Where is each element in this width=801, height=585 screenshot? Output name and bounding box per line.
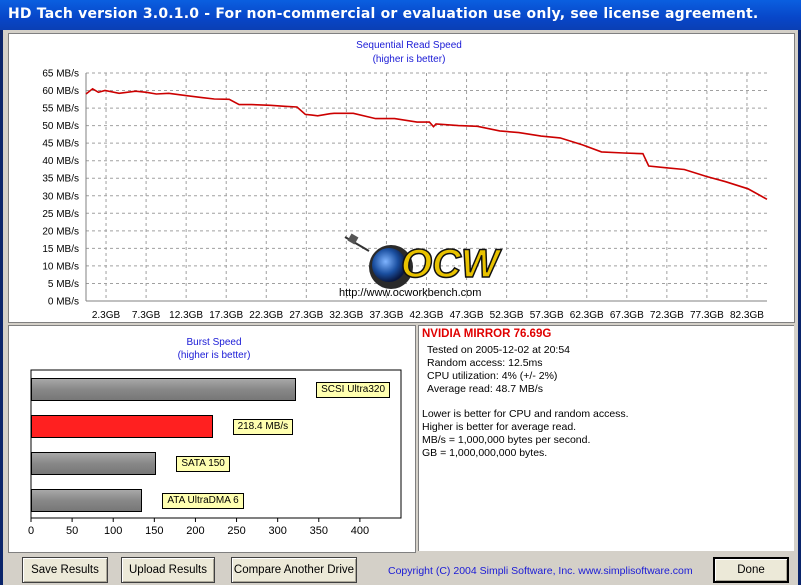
y-tick-label: 20 MB/s — [42, 226, 79, 237]
tested-date: Tested on 2005-12-02 at 20:54 — [427, 344, 571, 356]
read-speed-series-line — [85, 87, 768, 201]
x-tick-label: 52.3GB — [490, 310, 524, 321]
burst-x-tick-label: 400 — [351, 525, 369, 537]
copyright-text: Copyright (C) 2004 Simpli Software, Inc.… — [388, 565, 693, 577]
y-tick-label: 55 MB/s — [42, 104, 79, 115]
sequential-chart: 0 MB/s 5 MB/s 10 MB/s 15 MB/s 20 MB/s 25 MB/s… — [42, 69, 768, 321]
x-tick-label: 72.3GB — [650, 310, 684, 321]
drive-name: NVIDIA MIRROR 76.69G — [422, 328, 552, 340]
y-tick-label: 40 MB/s — [42, 156, 79, 167]
burst-bar-label: ATA UltraDMA 6 — [162, 492, 244, 509]
sequential-chart-subtitle: (higher is better) — [372, 54, 446, 65]
burst-chart-panel: Burst Speed (higher is better) 0 50 100 150… — [8, 325, 416, 553]
random-access-value: Random access: 12.5ms — [427, 357, 543, 369]
burst-bar — [31, 488, 143, 512]
burst-chart-subtitle: (higher is better) — [177, 350, 251, 361]
burst-x-tick-label: 0 — [28, 525, 34, 537]
x-tick-label: 47.3GB — [450, 310, 484, 321]
done-label: Done — [737, 564, 765, 576]
x-tick-label: 42.3GB — [410, 310, 444, 321]
burst-x-tick-label: 50 — [66, 525, 78, 537]
y-tick-label: 5 MB/s — [48, 279, 79, 290]
x-tick-label: 57.3GB — [530, 310, 564, 321]
note-gb: GB = 1,000,000,000 bytes. — [422, 447, 548, 459]
y-tick-label: 0 MB/s — [48, 297, 79, 308]
burst-x-tick-label: 300 — [268, 525, 286, 537]
x-tick-label: 32.3GB — [329, 310, 363, 321]
watermark-url: http://www.ocworkbench.com — [339, 287, 482, 299]
note-cpu: Lower is better for CPU and random acces… — [422, 408, 629, 420]
note-mbs: MB/s = 1,000,000 bytes per second. — [422, 434, 591, 446]
x-tick-label: 22.3GB — [249, 310, 283, 321]
upload-results-label: Upload Results — [129, 564, 207, 576]
burst-x-tick-label: 200 — [186, 525, 204, 537]
burst-bar-label: SCSI Ultra320 — [316, 381, 391, 398]
x-tick-label: 2.3GB — [92, 310, 121, 321]
y-tick-label: 15 MB/s — [42, 244, 79, 255]
done-button[interactable]: Done — [713, 557, 789, 583]
burst-bar-label: SATA 150 — [176, 455, 230, 472]
y-tick-label: 25 MB/s — [42, 209, 79, 220]
burst-x-tick-label: 350 — [310, 525, 328, 537]
ocw-watermark-logo: OCW http://www.ocworkbench.com — [339, 229, 509, 299]
y-tick-label: 10 MB/s — [42, 261, 79, 272]
burst-chart-title: Burst Speed — [186, 337, 242, 348]
ocw-logo-icon: OCW — [344, 233, 503, 289]
y-tick-label: 65 MB/s — [42, 69, 79, 80]
burst-chart: 0 50 100 150 200 250 300 350 400 — [28, 369, 402, 537]
average-read-value: Average read: 48.7 MB/s — [427, 383, 543, 395]
save-results-label: Save Results — [31, 564, 99, 576]
burst-bar — [31, 377, 297, 401]
x-tick-label: 37.3GB — [369, 310, 403, 321]
y-tick-label: 60 MB/s — [42, 86, 79, 97]
y-tick-label: 50 MB/s — [42, 121, 79, 132]
save-results-button[interactable]: Save Results — [22, 557, 108, 583]
sequential-chart-panel: Sequential Read Speed (higher is better)… — [8, 33, 795, 323]
sequential-chart-title: Sequential Read Speed — [356, 40, 462, 51]
x-tick-label: 67.3GB — [610, 310, 644, 321]
burst-x-tick-label: 250 — [227, 525, 245, 537]
x-tick-label: 82.3GB — [730, 310, 764, 321]
burst-x-tick-label: 150 — [145, 525, 163, 537]
burst-bar-label: 218.4 MB/s — [232, 418, 294, 435]
burst-x-tick-label: 100 — [104, 525, 122, 537]
results-info-panel: NVIDIA MIRROR 76.69G Tested on 2005-12-0… — [418, 325, 794, 551]
x-tick-label: 77.3GB — [690, 310, 724, 321]
burst-bar — [31, 451, 157, 475]
compare-drive-label: Compare Another Drive — [233, 564, 355, 576]
y-tick-label: 35 MB/s — [42, 174, 79, 185]
note-average: Higher is better for average read. — [422, 421, 577, 433]
y-tick-label: 45 MB/s — [42, 139, 79, 150]
title-bar: HD Tach version 3.0.1.0 - For non-commer… — [0, 0, 801, 30]
x-tick-label: 17.3GB — [209, 310, 243, 321]
x-tick-label: 27.3GB — [289, 310, 323, 321]
x-tick-label: 7.3GB — [132, 310, 161, 321]
upload-results-button[interactable]: Upload Results — [121, 557, 215, 583]
window-title: HD Tach version 3.0.1.0 - For non-commer… — [8, 6, 759, 22]
y-tick-label: 30 MB/s — [42, 191, 79, 202]
x-tick-label: 12.3GB — [169, 310, 203, 321]
burst-bar — [31, 414, 213, 438]
svg-text:OCW: OCW — [401, 242, 502, 286]
x-tick-label: 62.3GB — [570, 310, 604, 321]
cpu-utilization-value: CPU utilization: 4% (+/- 2%) — [427, 370, 558, 382]
compare-drive-button[interactable]: Compare Another Drive — [231, 557, 357, 583]
